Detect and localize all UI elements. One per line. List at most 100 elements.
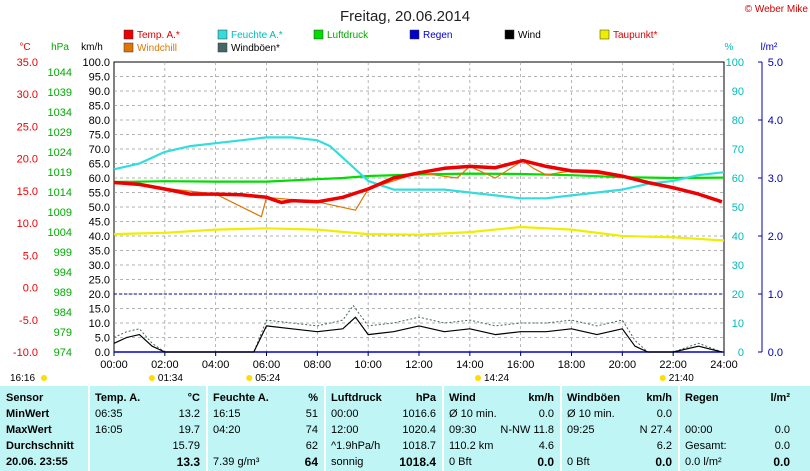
legend-label-pressure: Luftdruck — [327, 30, 369, 41]
tick-kmh: 80.0 — [89, 115, 110, 127]
tick-kmh: 65.0 — [89, 159, 110, 171]
tick-celsius: 35.0 — [17, 57, 38, 69]
legend: Temp. A.* Feuchte A.* Luftdruck Regen Wind Ta… — [123, 29, 658, 54]
table-cell-w_val: 0.0 — [537, 455, 554, 469]
table-cell-t_time: 16:05 — [95, 424, 123, 436]
tick-time: 14:00 — [456, 359, 484, 371]
table-separator — [88, 386, 90, 471]
header-rain-unit: l/m² — [770, 392, 790, 404]
table-cell-label: Durchschnitt — [6, 440, 74, 452]
table-cell-h_time: 04:20 — [213, 424, 241, 436]
table-cell-g_label: 0 Bft — [567, 456, 590, 468]
header-pressure: Luftdruck — [331, 392, 382, 404]
tick-kmh: 25.0 — [89, 275, 110, 287]
tick-hpa: 984 — [54, 307, 72, 319]
table-cell-r_val: 0.0 — [774, 424, 790, 436]
tick-kmh: 0.0 — [95, 347, 110, 359]
tick-hpa: 999 — [54, 247, 72, 259]
tick-time: 12:00 — [405, 359, 433, 371]
table-cell-g_val: N 27.4 — [639, 424, 672, 436]
legend-label-temp: Temp. A.* — [137, 30, 180, 41]
tick-kmh: 10.0 — [89, 318, 110, 330]
tick-hpa: 974 — [54, 347, 72, 359]
table-cell-t_val: 13.2 — [178, 408, 200, 420]
sun-icon — [246, 375, 253, 381]
sun-event-label: 14:24 — [484, 373, 509, 384]
axis-unit-percent: % — [725, 42, 734, 53]
tick-celsius: -10.0 — [13, 347, 38, 359]
legend-swatch-rain — [409, 29, 420, 40]
tick-celsius: 30.0 — [17, 89, 38, 101]
table-cell-w_label: 09:30 — [449, 424, 477, 436]
chart-title: Freitag, 20.06.2014 — [340, 8, 470, 25]
tick-kmh: 85.0 — [89, 101, 110, 113]
tick-kmh: 5.0 — [95, 333, 110, 345]
tick-kmh: 50.0 — [89, 202, 110, 214]
credit-label: © Weber Mike — [745, 4, 809, 15]
tick-time: 20:00 — [609, 359, 637, 371]
table-cell-t_time: 06:35 — [95, 408, 123, 420]
header-pressure-unit: hPa — [415, 392, 436, 404]
sun-event-label: 01:34 — [158, 373, 183, 384]
table-cell-t_val: 15.79 — [172, 440, 200, 452]
table-cell-g_label: Ø 10 min. — [567, 408, 615, 420]
series-line-wind — [113, 316, 723, 353]
legend-label-windchill: Windchill — [137, 43, 177, 54]
legend-swatch-humidity — [217, 29, 228, 40]
tick-percent: 80 — [732, 115, 744, 127]
tick-time: 02:00 — [151, 359, 179, 371]
tick-hpa: 1044 — [48, 67, 72, 79]
table-cell-r_val: 0.0 — [773, 455, 790, 469]
tick-time: 24:00 — [710, 359, 738, 371]
legend-label-humidity: Feuchte A.* — [231, 30, 283, 41]
tick-percent: 50 — [732, 202, 744, 214]
tick-celsius: 0.0 — [23, 283, 38, 295]
table-cell-h_val: 62 — [305, 440, 318, 452]
tick-celsius: 15.0 — [17, 186, 38, 198]
legend-swatch-wind — [504, 29, 515, 40]
table-cell-label: MinWert — [6, 408, 50, 420]
tick-hpa: 979 — [54, 327, 72, 339]
axes: 35.0 30.0 25.0 20.0 15.0 10.0 5.0 0.0 -5.0 -10.0 1… — [13, 57, 783, 371]
table-cell-p_val: 1016.6 — [402, 408, 436, 420]
tick-kmh: 35.0 — [89, 246, 110, 258]
table-cell-w_val: 4.6 — [538, 440, 554, 452]
table-cell-r_label: 0.0 l/m² — [685, 456, 722, 468]
tick-celsius: 20.0 — [17, 154, 38, 166]
tick-kmh: 70.0 — [89, 144, 110, 156]
tick-celsius: -5.0 — [19, 315, 38, 327]
tick-percent: 40 — [732, 231, 744, 243]
axis-unit-rain: l/m² — [761, 42, 778, 53]
tick-kmh: 30.0 — [89, 260, 110, 272]
table-cell-h_val: 64 — [304, 455, 318, 469]
summary-table: Sensor Temp. A. °C Feuchte A. % Luftdruc… — [0, 386, 810, 471]
header-rain: Regen — [685, 392, 719, 404]
legend-label-wind: Wind — [518, 30, 541, 41]
table-cell-r_label: 00:00 — [685, 424, 713, 436]
table-cell-w_label: 0 Bft — [449, 456, 472, 468]
table-cell-p_time: 12:00 — [331, 424, 359, 436]
legend-label-rain: Regen — [423, 30, 452, 41]
tick-celsius: 25.0 — [17, 121, 38, 133]
table-cell-label: MaxWert — [6, 424, 52, 436]
sun-event-label: 21:40 — [669, 373, 694, 384]
axis-unit-celsius: °C — [19, 42, 30, 53]
tick-percent: 60 — [732, 173, 744, 185]
header-temp: Temp. A. — [95, 392, 141, 404]
tick-kmh: 40.0 — [89, 231, 110, 243]
header-gust: Windböen — [567, 392, 621, 404]
tick-hpa: 1029 — [48, 127, 72, 139]
table-cell-p_time: sonnig — [331, 456, 364, 468]
table-separator — [324, 386, 326, 471]
header-gust-unit: km/h — [646, 392, 672, 404]
table-cell-h_val: 51 — [305, 408, 318, 420]
axis-unit-hpa: hPa — [51, 42, 69, 53]
weather-chart: Freitag, 20.06.2014 © Weber Mike Temp. A… — [10, 4, 809, 384]
tick-time: 04:00 — [202, 359, 230, 371]
legend-swatch-temp — [123, 29, 134, 40]
table-cell-g_val: 6.2 — [656, 440, 672, 452]
table-cell-p_val: 1018.4 — [399, 455, 436, 469]
header-sensor: Sensor — [6, 392, 44, 404]
header-wind: Wind — [449, 392, 476, 404]
header-humidity: Feuchte A. — [213, 392, 269, 404]
